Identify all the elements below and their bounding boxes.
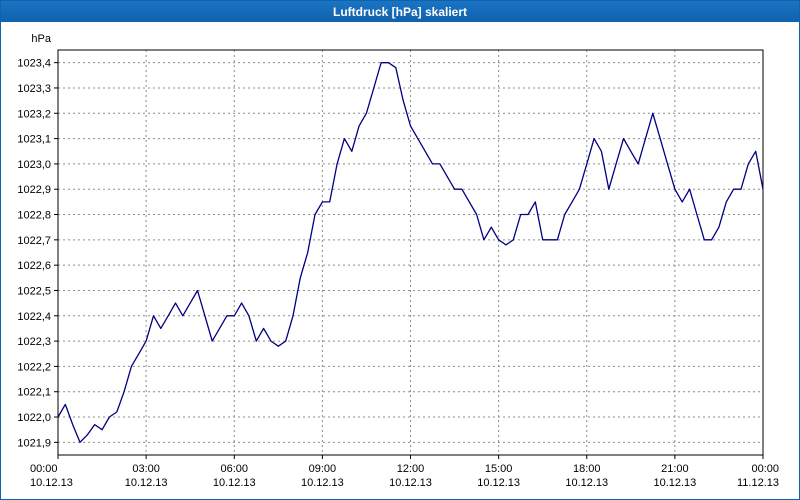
chart-area: 1021,9 1022,0 1022,1 1022,2 1022,3 1022,4 1022… <box>1 22 799 498</box>
svg-text:1021,9: 1021,9 <box>17 437 51 449</box>
svg-text:12:00: 12:00 <box>397 463 425 475</box>
svg-text:1022,6: 1022,6 <box>17 260 51 272</box>
svg-text:10.12.13: 10.12.13 <box>477 477 520 489</box>
svg-text:00:00: 00:00 <box>751 463 779 475</box>
svg-text:10.12.13: 10.12.13 <box>125 477 168 489</box>
svg-text:00:00: 00:00 <box>30 463 58 475</box>
svg-text:1022,3: 1022,3 <box>17 336 51 348</box>
svg-text:1023,4: 1023,4 <box>17 58 51 70</box>
svg-text:1022,5: 1022,5 <box>17 285 51 297</box>
svg-text:06:00: 06:00 <box>220 463 248 475</box>
svg-text:1022,4: 1022,4 <box>17 311 51 323</box>
svg-text:10.12.13: 10.12.13 <box>389 477 432 489</box>
svg-text:11.12.13: 11.12.13 <box>737 477 779 489</box>
window-titlebar[interactable]: Luftdruck [hPa] skaliert <box>1 1 799 22</box>
svg-text:1022,0: 1022,0 <box>17 412 51 424</box>
svg-text:10.12.13: 10.12.13 <box>565 477 608 489</box>
svg-text:10.12.13: 10.12.13 <box>301 477 344 489</box>
svg-text:09:00: 09:00 <box>309 463 337 475</box>
svg-text:1022,9: 1022,9 <box>17 184 51 196</box>
svg-text:1023,3: 1023,3 <box>17 83 51 95</box>
svg-text:1022,1: 1022,1 <box>17 387 51 399</box>
svg-text:1023,1: 1023,1 <box>17 134 51 146</box>
svg-text:1022,7: 1022,7 <box>17 235 51 247</box>
svg-text:hPa: hPa <box>31 33 51 45</box>
svg-text:1023,0: 1023,0 <box>17 159 51 171</box>
pressure-line-chart: 1021,9 1022,0 1022,1 1022,2 1022,3 1022,4 1022… <box>17 33 779 489</box>
svg-text:1022,8: 1022,8 <box>17 210 51 222</box>
svg-text:10.12.13: 10.12.13 <box>213 477 256 489</box>
svg-text:15:00: 15:00 <box>485 463 513 475</box>
svg-text:1023,2: 1023,2 <box>17 108 51 120</box>
svg-text:03:00: 03:00 <box>132 463 160 475</box>
window-title: Luftdruck [hPa] skaliert <box>332 4 468 19</box>
svg-text:21:00: 21:00 <box>661 463 689 475</box>
svg-text:10.12.13: 10.12.13 <box>653 477 696 489</box>
svg-text:18:00: 18:00 <box>573 463 601 475</box>
svg-text:10.12.13: 10.12.13 <box>30 477 73 489</box>
svg-text:1022,2: 1022,2 <box>17 361 51 373</box>
